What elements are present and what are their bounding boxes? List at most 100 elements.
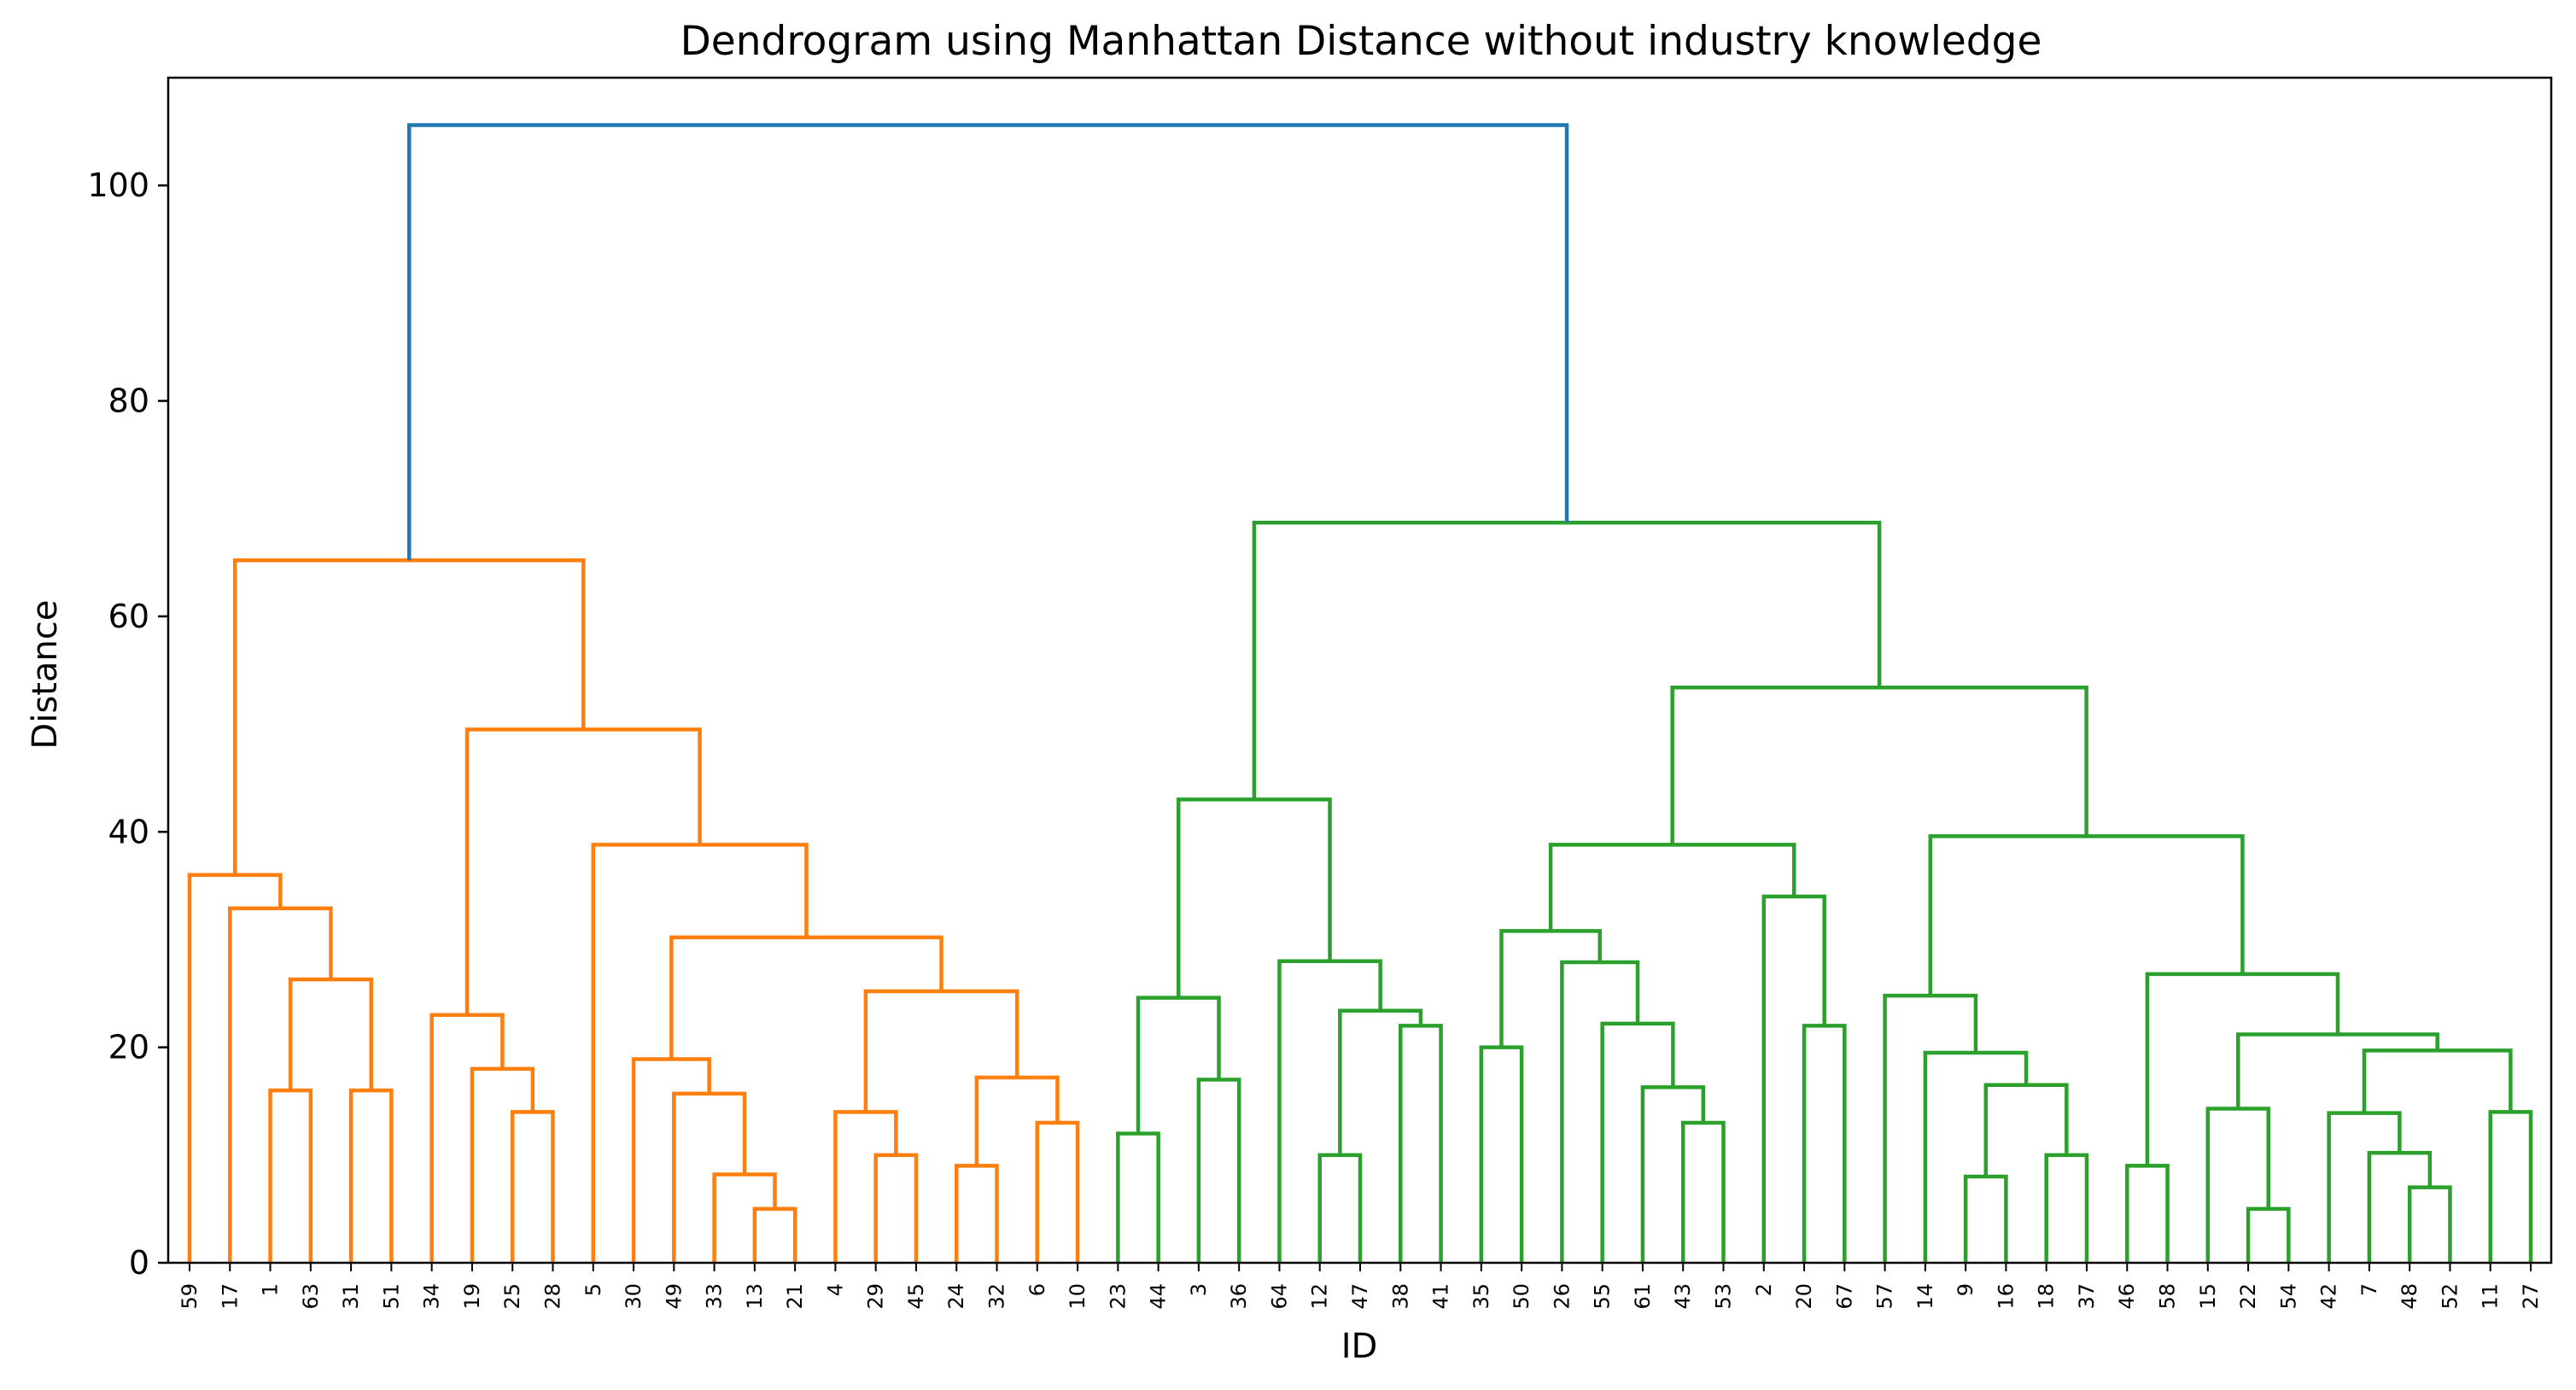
leaf-label: 26 [1550, 1283, 1574, 1310]
leaf-label: 18 [2035, 1283, 2059, 1310]
leaf-label: 44 [1147, 1283, 1171, 1310]
dendrogram-link [1035, 1120, 1080, 1263]
dendrogram-link [1963, 1174, 2008, 1263]
dendrogram-link [2367, 1151, 2433, 1263]
leaf-label: 43 [1671, 1283, 1695, 1310]
leaf-label: 28 [540, 1283, 564, 1310]
dendrogram-link [510, 1110, 555, 1263]
y-axis: 0 20 40 60 80 100 [87, 166, 168, 1282]
leaf-label: 58 [2156, 1283, 2180, 1310]
leaf-label: 24 [944, 1283, 968, 1310]
leaf-label: 4 [823, 1283, 847, 1296]
dendrogram-link [1600, 1021, 1675, 1263]
dendrogram-link [752, 1206, 797, 1263]
y-axis-label: Distance [26, 600, 65, 750]
dendrogram-link [464, 727, 702, 1015]
dendrogram-link [974, 1075, 1060, 1166]
axes-frame [166, 76, 2553, 1264]
leaf-label: 49 [662, 1283, 686, 1310]
leaf-label: 5 [581, 1283, 605, 1296]
leaf-label: 63 [299, 1283, 323, 1310]
y-tick-label: 60 [108, 598, 149, 635]
dendrogram-link [406, 123, 1569, 561]
dendrogram-link [2362, 1048, 2513, 1113]
dendrogram-link [429, 1013, 505, 1263]
dendrogram-link [288, 977, 373, 1091]
leaf-label: 11 [2479, 1283, 2503, 1310]
leaf-label: 48 [2398, 1283, 2421, 1310]
dendrogram-link [873, 1153, 919, 1263]
leaf-label: 12 [1308, 1283, 1332, 1310]
leaf-label: 38 [1388, 1283, 1412, 1310]
dendrogram-link [1928, 834, 2245, 996]
dendrogram-link [1479, 1045, 1524, 1263]
leaf-label: 64 [1267, 1283, 1291, 1310]
leaf-label: 17 [218, 1283, 242, 1310]
dendrogram-link [2407, 1185, 2452, 1263]
leaf-label: 22 [2236, 1283, 2260, 1310]
leaf-label: 31 [339, 1283, 363, 1310]
leaf-label: 53 [1711, 1283, 1735, 1310]
leaf-label: 51 [379, 1283, 403, 1310]
dendrogram-link [1277, 959, 1382, 1263]
leaf-label: 10 [1066, 1283, 1089, 1310]
dendrogram-link [348, 1088, 394, 1263]
dendrogram-link [712, 1172, 777, 1263]
leaf-label: 19 [460, 1283, 484, 1310]
dendrogram-link [1116, 1131, 1160, 1263]
dendrogram-link [1338, 1008, 1423, 1155]
dendrogram-link [2124, 1164, 2170, 1263]
y-tick-label: 100 [87, 166, 149, 204]
dendrogram-link [1680, 1120, 1726, 1263]
leaf-label: 6 [1025, 1283, 1049, 1296]
dendrogram-link [1548, 843, 1796, 932]
dendrogram-link [1670, 685, 2088, 845]
leaf-label: 27 [2519, 1283, 2543, 1310]
leaf-label: 45 [904, 1283, 928, 1310]
leaf-label: 23 [1106, 1283, 1130, 1310]
leaf-label: 32 [985, 1283, 1009, 1310]
leaf-label: 7 [2357, 1283, 2381, 1296]
y-tick-label: 0 [129, 1244, 149, 1282]
dendrogram-link [2488, 1110, 2533, 1263]
x-axis-label: ID [1341, 1327, 1378, 1366]
dendrogram-link [1177, 797, 1332, 998]
leaf-label: 2 [1752, 1283, 1776, 1296]
leaf-label: 41 [1429, 1283, 1453, 1310]
leaf-label: 61 [1631, 1283, 1655, 1310]
y-tick-label: 80 [108, 383, 149, 420]
leaf-label: 52 [2438, 1283, 2462, 1310]
dendrogram-link [187, 873, 283, 1263]
leaf-label: 36 [1227, 1283, 1251, 1310]
dendrogram-link [228, 906, 333, 1263]
leaf-label: 54 [2276, 1283, 2300, 1310]
chart-title: Dendrogram using Manhattan Distance with… [681, 18, 2042, 65]
leaf-label: 3 [1187, 1283, 1211, 1296]
dendrogram-link [1560, 960, 1640, 1263]
dendrogram-link [2044, 1153, 2089, 1263]
leaf-label: 1 [259, 1283, 283, 1296]
leaf-label: 46 [2115, 1283, 2139, 1310]
dendrogram-link [591, 843, 809, 1263]
leaf-label: 29 [864, 1283, 888, 1310]
leaf-label: 59 [178, 1283, 202, 1310]
leaf-label: 67 [1832, 1283, 1856, 1310]
leaf-label: 14 [1913, 1283, 1937, 1310]
dendrogram-link [2205, 1107, 2270, 1263]
dendrogram-link [1136, 996, 1221, 1134]
leaf-label: 34 [420, 1283, 444, 1310]
dendrogram-link [1252, 520, 1882, 800]
link-layer [187, 123, 2533, 1263]
dendrogram-link [470, 1066, 535, 1263]
dendrogram-link [1317, 1153, 1363, 1263]
dendrogram-link [1802, 1024, 1847, 1263]
leaf-label: 30 [622, 1283, 645, 1310]
leaf-label: 21 [783, 1283, 807, 1310]
dendrogram-link [672, 1091, 747, 1263]
leaf-label: 16 [1994, 1283, 2018, 1310]
dendrogram-link [2145, 972, 2340, 1166]
dendrogram-link [1399, 1024, 1443, 1263]
dendrogram-link [1923, 1050, 2029, 1263]
leaf-label: 35 [1469, 1283, 1493, 1310]
leaf-label: 57 [1873, 1283, 1897, 1310]
